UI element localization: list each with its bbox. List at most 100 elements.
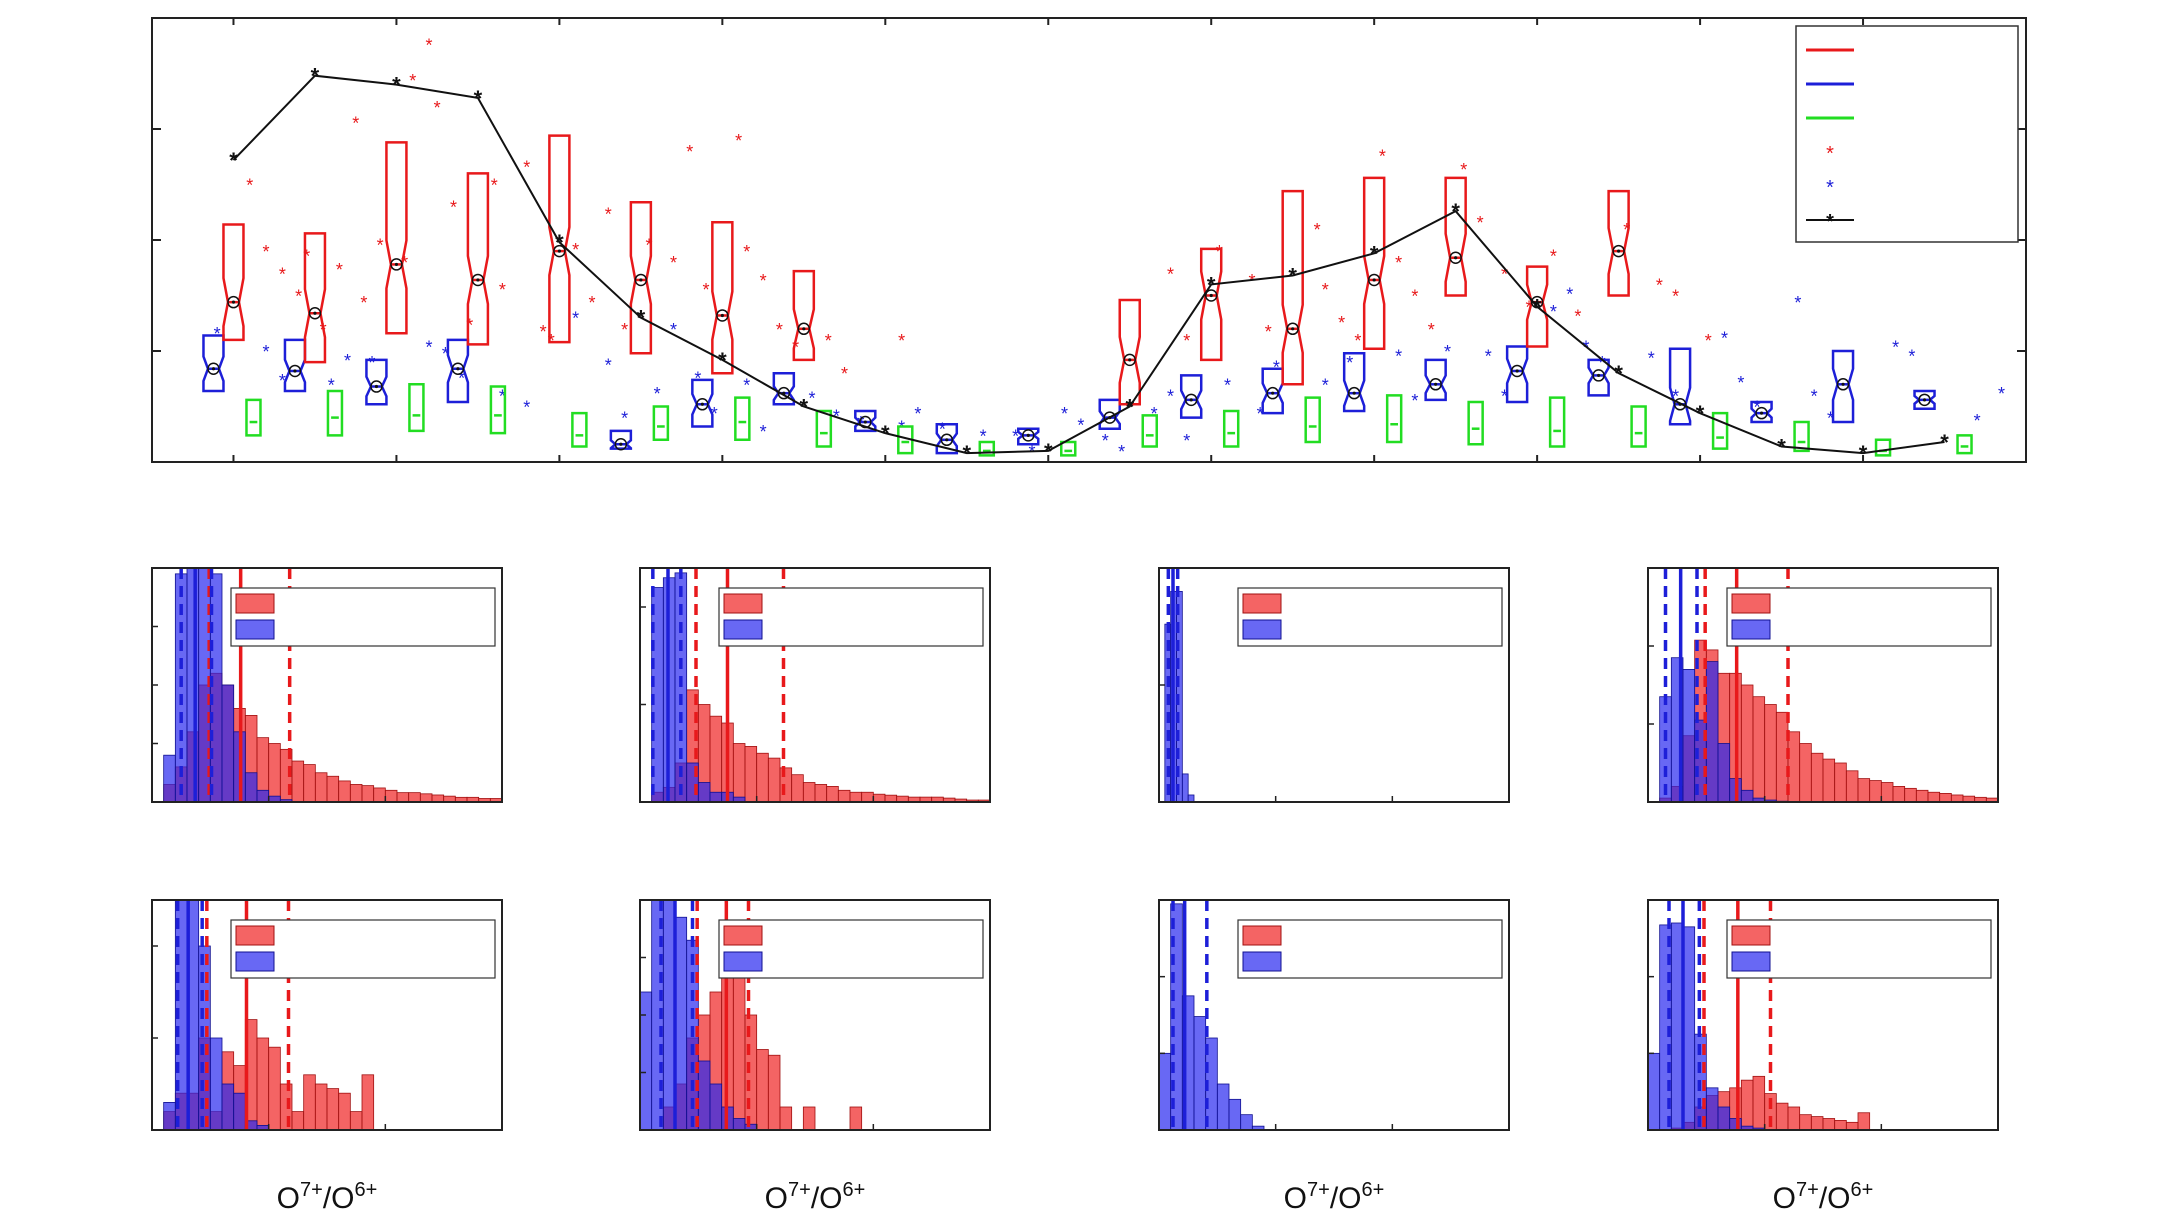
hist-legend-box — [230, 587, 496, 647]
fc-hist-bar — [408, 792, 421, 803]
case-nfc-point: * — [1721, 329, 1728, 349]
yearly-nfc-box-median-dot — [456, 367, 460, 371]
case-nfc-point: * — [1737, 373, 1744, 393]
ssn-point: * — [1451, 199, 1460, 224]
case-nfc-point: * — [572, 309, 579, 329]
case-nfc-point: * — [523, 398, 530, 418]
case-nfc-point: * — [458, 369, 465, 389]
nfc-hist-bar — [233, 1092, 246, 1131]
ssn-point: * — [1370, 241, 1379, 266]
yearly-fc-box-median-dot — [720, 313, 724, 318]
solar-wind-box — [1060, 440, 1077, 457]
yearly-nfc-box-outline — [1668, 347, 1692, 426]
solar-wind-box — [1141, 414, 1158, 448]
fc-hist-bar — [314, 1083, 328, 1131]
yearly-fc-box-median-marker — [553, 244, 566, 258]
ssn-point: * — [963, 441, 972, 466]
yearly-nfc-box-median-marker — [1510, 364, 1524, 378]
yearly-fc-box-median-dot — [1209, 293, 1213, 298]
yearly-nfc-box-median-marker — [777, 386, 791, 400]
case-fc-point: * — [1411, 287, 1418, 307]
case-nfc-point: * — [1908, 346, 1915, 366]
yearly-nfc-box-outline — [1750, 400, 1773, 424]
case-fc-point: * — [588, 293, 595, 313]
nfc-hist-bar — [163, 1102, 176, 1131]
case-nfc-point: * — [1599, 353, 1606, 373]
fc-hist-bar — [756, 752, 769, 803]
case-fc-point: * — [572, 240, 579, 260]
nfc-hist-bar — [221, 684, 235, 803]
case-nfc-point: * — [1257, 404, 1264, 424]
solar-wind-box — [1711, 411, 1729, 450]
solar-wind-box-outline — [1956, 434, 1973, 455]
panel-b4-frame — [1647, 567, 1999, 803]
yearly-nfc-box — [1505, 345, 1529, 404]
fc-hist-bar — [1740, 684, 1754, 803]
case-nfc-point: * — [1411, 391, 1418, 411]
fc-hist-bar — [732, 743, 746, 803]
nfc-hist-bar — [697, 782, 711, 803]
yearly-fc-box-outline — [466, 172, 490, 346]
yearly-fc-box — [1444, 176, 1467, 297]
ssn-point: * — [1859, 441, 1868, 466]
yearly-fc-box — [1199, 247, 1223, 362]
legend-nfc-swatch — [723, 951, 763, 972]
yearly-nfc-box-median-marker — [1592, 369, 1605, 382]
case-fc-point: * — [1167, 264, 1174, 284]
nfc-hist-bar — [1717, 1106, 1731, 1131]
case-nfc-point: * — [1167, 386, 1174, 406]
hist-legend-box — [1726, 919, 1992, 979]
yearly-fc-box-median-marker — [308, 307, 322, 320]
solar-wind-box-outline — [408, 383, 425, 433]
x-axis-label: O7+/O6+ — [277, 1179, 378, 1215]
yearly-nfc-box-outline — [1505, 345, 1529, 404]
case-fc-point: * — [1338, 313, 1345, 333]
fc-hist-bar — [1752, 1075, 1766, 1131]
x-axis-label: O7+/O6+ — [765, 1179, 866, 1215]
solar-wind-box — [1793, 420, 1810, 453]
legend-fc-swatch — [723, 925, 763, 946]
yearly-fc-box-median-marker — [1612, 244, 1625, 258]
yearly-nfc-box-median-dot — [211, 367, 216, 371]
yearly-nfc-box-outline — [446, 338, 470, 404]
yearly-nfc-box-outline — [202, 334, 225, 393]
nfc-hist-bar — [221, 1083, 235, 1131]
solar-wind-box-outline — [978, 440, 996, 457]
solar-wind-box — [1874, 438, 1892, 457]
case-fc-point: * — [646, 235, 653, 255]
fc-hist-bar — [268, 743, 281, 803]
case-nfc-point: * — [279, 371, 286, 391]
fc-hist-bar — [1869, 780, 1882, 803]
yearly-nfc-box-median-marker — [370, 380, 383, 393]
yearly-nfc-box-median-marker — [1184, 393, 1198, 407]
legend-fc-swatch — [1242, 925, 1282, 946]
yearly-fc-box-outline — [548, 134, 571, 344]
case-fc-point: * — [1216, 242, 1223, 262]
yearly-fc-box-outline — [1118, 298, 1141, 406]
ssn-point: * — [1288, 264, 1297, 289]
nfc-hist-bar — [1181, 773, 1189, 803]
ssn-line — [232, 74, 1945, 455]
yearly-nfc-box-median-marker — [696, 398, 709, 411]
legend-nfc-swatch — [1731, 619, 1771, 640]
solar-wind-box-outline — [326, 389, 344, 437]
yearly-fc-box-median-dot — [1617, 249, 1621, 253]
yearly-fc-box — [1281, 189, 1304, 386]
yearly-nfc-box-median-dot — [700, 402, 704, 406]
yearly-fc-box-outline — [792, 269, 816, 362]
case-nfc-point: * — [1485, 346, 1492, 366]
yearly-nfc-box-outline — [1098, 398, 1121, 430]
yearly-nfc-box-median-dot — [1515, 369, 1519, 373]
case-nfc-point: * — [263, 342, 270, 362]
case-nfc-point: * — [1811, 386, 1818, 406]
yearly-nfc-box-median-dot — [619, 442, 623, 446]
fc-hist-bar — [1845, 770, 1859, 803]
yearly-nfc-box-median-marker — [1022, 429, 1035, 442]
fc-hist-bar — [338, 1092, 351, 1131]
fc-hist-bar — [326, 775, 340, 803]
fc-hist-bar — [1822, 1118, 1836, 1131]
case-fc-point: * — [1354, 331, 1361, 351]
yearly-fc-box-outline — [629, 201, 653, 355]
legend-fc-swatch — [235, 593, 275, 614]
